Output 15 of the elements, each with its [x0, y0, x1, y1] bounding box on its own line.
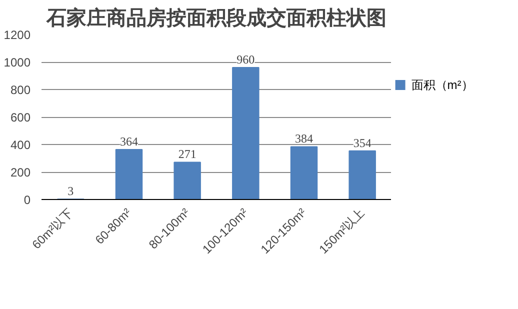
- y-tick-label: 800: [10, 83, 31, 97]
- y-tick-label: 0: [24, 193, 31, 207]
- data-label: 3: [68, 184, 74, 198]
- data-label: 271: [178, 147, 196, 162]
- data-label: 384: [295, 132, 313, 146]
- y-tick-label: 1200: [4, 28, 31, 42]
- legend-label: 面积（m²）: [411, 78, 474, 92]
- y-tick-label: 400: [10, 138, 31, 152]
- y-tick-label: 1000: [4, 56, 31, 70]
- y-tick-label: 600: [10, 110, 31, 124]
- data-label: 354: [353, 136, 372, 150]
- data-label: 364: [120, 134, 138, 148]
- data-label: 960: [236, 52, 255, 66]
- chart-title: 石家庄商品房按面积段成交面积柱状图: [46, 6, 386, 30]
- y-tick-label: 200: [10, 166, 31, 180]
